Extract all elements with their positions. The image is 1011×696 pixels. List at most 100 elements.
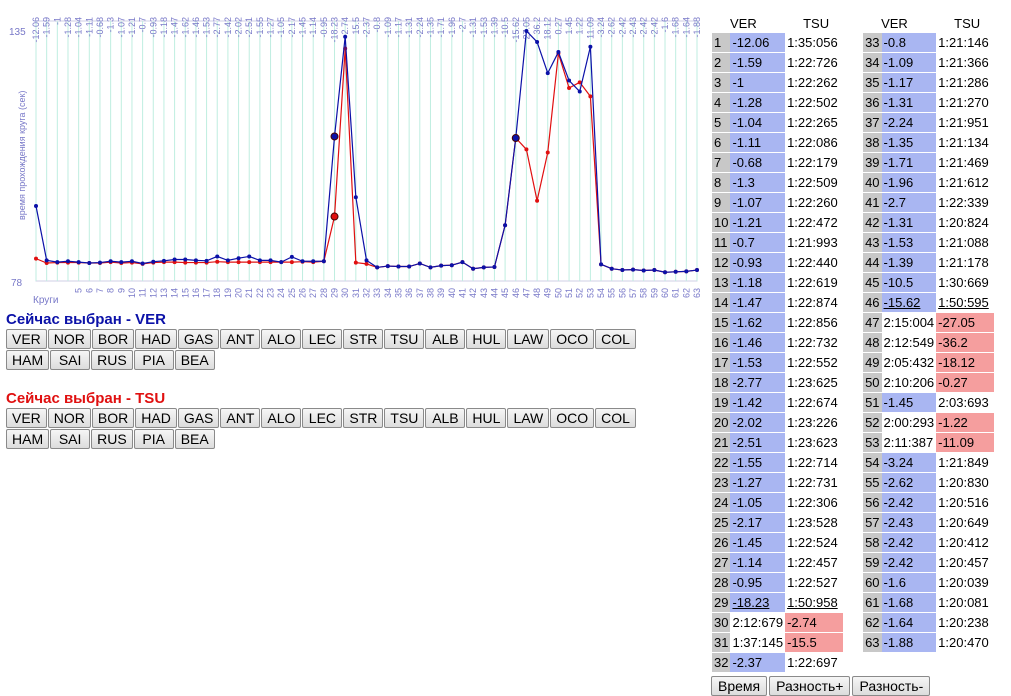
series-point-ver[interactable] — [588, 44, 593, 49]
driver1-had-button[interactable]: HAD — [135, 329, 177, 349]
series-point-ver[interactable] — [673, 269, 678, 274]
driver2-bor-button[interactable]: BOR — [91, 408, 135, 428]
driver1-rus-button[interactable]: RUS — [91, 350, 133, 370]
driver1-hul-button[interactable]: HUL — [466, 329, 507, 349]
driver1-bea-button[interactable]: BEA — [174, 350, 215, 370]
driver2-ver-button[interactable]: VER — [6, 408, 47, 428]
series-point-ver[interactable] — [567, 78, 572, 83]
driver2-ant-button[interactable]: ANT — [220, 408, 261, 428]
series-point-ver[interactable] — [609, 266, 614, 271]
series-point-tsu[interactable] — [364, 261, 369, 266]
series-point-ver[interactable] — [695, 268, 699, 273]
series-point-ver[interactable] — [545, 71, 550, 76]
series-point-ver[interactable] — [97, 260, 102, 265]
driver1-alo-button[interactable]: ALO — [261, 329, 302, 349]
series-point-ver[interactable] — [599, 262, 604, 267]
time-mode-button[interactable]: Время — [711, 676, 768, 696]
series-point-ver[interactable] — [396, 264, 401, 269]
series-point-ver[interactable] — [449, 263, 454, 268]
driver2-oco-button[interactable]: OCO — [550, 408, 595, 428]
driver2-lec-button[interactable]: LEC — [302, 408, 343, 428]
series-point-ver[interactable] — [225, 258, 230, 263]
series-point-ver[interactable] — [439, 263, 444, 268]
series-point-ver[interactable] — [129, 259, 134, 264]
series-point-ver[interactable] — [535, 39, 540, 44]
driver2-sai-button[interactable]: SAI — [50, 429, 91, 449]
series-point-tsu[interactable] — [535, 198, 540, 203]
driver1-oco-button[interactable]: OCO — [550, 329, 595, 349]
series-point-ver[interactable] — [407, 264, 412, 269]
series-point-ver[interactable] — [44, 258, 49, 263]
series-point-ver[interactable] — [87, 261, 92, 266]
series-point-tsu[interactable] — [577, 80, 582, 85]
driver1-lec-button[interactable]: LEC — [302, 329, 343, 349]
driver1-ham-button[interactable]: HAM — [6, 350, 50, 370]
series-point-tsu[interactable] — [567, 86, 572, 91]
series-point-tsu[interactable] — [330, 212, 339, 221]
diff-plus-button[interactable]: Разность+ — [769, 676, 851, 696]
series-point-tsu[interactable] — [289, 260, 294, 265]
series-point-ver[interactable] — [631, 267, 636, 272]
series-point-ver[interactable] — [236, 256, 241, 261]
series-point-ver[interactable] — [428, 265, 433, 270]
series-point-ver[interactable] — [471, 266, 476, 271]
driver2-alb-button[interactable]: ALB — [425, 408, 466, 428]
series-point-ver[interactable] — [108, 259, 113, 264]
driver1-alb-button[interactable]: ALB — [425, 329, 466, 349]
series-point-ver[interactable] — [183, 257, 188, 262]
series-point-tsu[interactable] — [215, 259, 220, 264]
series-point-ver[interactable] — [364, 258, 369, 263]
series-point-tsu[interactable] — [236, 260, 241, 265]
driver2-gas-button[interactable]: GAS — [177, 408, 220, 428]
series-point-ver[interactable] — [641, 268, 646, 273]
series-point-ver[interactable] — [375, 265, 380, 270]
series-point-ver[interactable] — [215, 254, 220, 259]
series-point-ver[interactable] — [385, 264, 390, 269]
series-point-ver[interactable] — [172, 257, 177, 262]
series-point-tsu[interactable] — [353, 260, 358, 265]
driver1-str-button[interactable]: STR — [343, 329, 384, 349]
diff-minus-button[interactable]: Разность- — [852, 676, 931, 696]
series-point-ver[interactable] — [247, 254, 252, 259]
series-point-ver[interactable] — [460, 260, 465, 265]
series-point-tsu[interactable] — [183, 260, 188, 265]
driver2-ham-button[interactable]: HAM — [6, 429, 50, 449]
series-point-ver[interactable] — [330, 132, 339, 141]
series-point-ver[interactable] — [161, 258, 166, 263]
driver2-col-button[interactable]: COL — [595, 408, 636, 428]
series-point-ver[interactable] — [556, 50, 561, 55]
driver2-str-button[interactable]: STR — [343, 408, 384, 428]
series-point-ver[interactable] — [353, 195, 358, 200]
series-point-tsu[interactable] — [524, 147, 529, 152]
series-point-ver[interactable] — [65, 259, 70, 264]
driver2-tsu-button[interactable]: TSU — [384, 408, 425, 428]
series-point-ver[interactable] — [663, 270, 668, 275]
series-point-tsu[interactable] — [247, 260, 252, 265]
series-point-ver[interactable] — [140, 261, 145, 266]
series-point-ver[interactable] — [492, 264, 497, 269]
driver1-ver-button[interactable]: VER — [6, 329, 47, 349]
series-point-ver[interactable] — [193, 258, 198, 263]
driver2-had-button[interactable]: HAD — [135, 408, 177, 428]
series-point-ver[interactable] — [417, 261, 422, 266]
driver2-alo-button[interactable]: ALO — [261, 408, 302, 428]
driver2-law-button[interactable]: LAW — [507, 408, 550, 428]
driver1-law-button[interactable]: LAW — [507, 329, 550, 349]
series-point-ver[interactable] — [577, 89, 582, 94]
series-point-ver[interactable] — [204, 258, 209, 263]
series-point-ver[interactable] — [524, 29, 529, 33]
series-point-ver[interactable] — [300, 259, 305, 264]
series-point-ver[interactable] — [34, 204, 38, 208]
series-point-ver[interactable] — [311, 259, 316, 264]
driver2-pia-button[interactable]: PIA — [133, 429, 174, 449]
driver2-hul-button[interactable]: HUL — [466, 408, 507, 428]
series-point-tsu[interactable] — [545, 150, 550, 155]
series-point-ver[interactable] — [321, 259, 326, 264]
driver1-sai-button[interactable]: SAI — [50, 350, 91, 370]
series-point-ver[interactable] — [652, 268, 657, 273]
series-point-ver[interactable] — [481, 265, 486, 270]
series-point-ver[interactable] — [511, 134, 520, 143]
series-point-ver[interactable] — [55, 260, 60, 265]
series-point-ver[interactable] — [268, 258, 273, 263]
series-point-ver[interactable] — [119, 260, 124, 265]
